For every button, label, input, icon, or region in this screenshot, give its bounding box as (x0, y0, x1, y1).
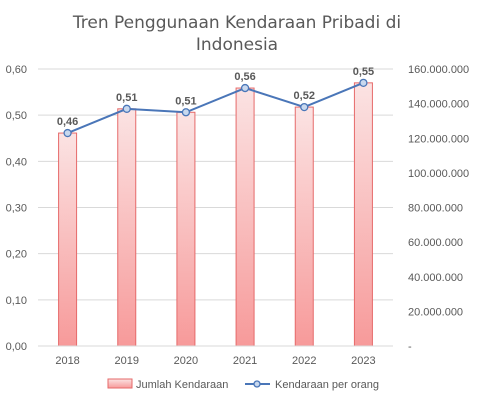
data-label-2020: 0,51 (175, 95, 196, 107)
line-marker-2020 (181, 108, 191, 117)
x-tick-label: 2023 (351, 355, 375, 367)
y-left-tick-label: 0,40 (6, 156, 27, 168)
data-label-2019: 0,51 (116, 92, 137, 104)
bar-2018 (58, 132, 78, 347)
y-right-tick-label: 160.000.000 (408, 64, 469, 76)
legend-swatch-bar (107, 378, 133, 389)
chart-title-line-2: Indonesia (196, 35, 278, 55)
x-tick-label: 2019 (115, 355, 139, 367)
x-tick-label: 2021 (233, 355, 257, 367)
x-tick-label: 2018 (55, 355, 79, 367)
data-label-2021: 0,56 (234, 71, 255, 83)
y-left-tick-label: 0,30 (6, 203, 27, 215)
line-marker-2023 (359, 78, 368, 87)
x-tick-label: 2020 (174, 355, 198, 367)
data-label-2018: 0,46 (57, 116, 78, 128)
x-tick-label: 2022 (292, 355, 316, 367)
gridlines (38, 68, 393, 347)
series-line (67, 81, 364, 134)
y-right-tick-label: - (408, 341, 412, 353)
line-marker-2022 (300, 102, 309, 112)
bar-2020 (176, 111, 196, 347)
y-axis-right: - 20.000.000 40.000.000 60.000.000 80.000.00… (408, 64, 469, 353)
y-right-tick-label: 120.000.000 (408, 133, 469, 145)
y-left-tick-label: 0,60 (6, 64, 27, 76)
bar-2021 (235, 87, 255, 347)
y-left-tick-label: 0,00 (6, 341, 27, 353)
line-marker-2018 (63, 128, 72, 138)
bar-2023 (353, 82, 373, 347)
y-left-tick-label: 0,50 (6, 110, 27, 122)
line-series (63, 78, 368, 138)
legend-swatch-marker (253, 380, 261, 388)
y-left-tick-label: 0,10 (6, 295, 27, 307)
data-labels: 0,46 0,51 0,51 0,56 0,52 0,55 (57, 66, 374, 128)
y-left-tick-label: 0,20 (6, 249, 27, 261)
chart-title-line-1: Tren Penggunaan Kendaraan Pribadi di (72, 13, 401, 33)
y-right-tick-label: 100.000.000 (408, 168, 469, 180)
y-right-tick-label: 40.000.000 (408, 272, 463, 284)
y-right-tick-label: 60.000.000 (408, 237, 463, 249)
bar-2022 (294, 106, 314, 347)
y-axis-left: 0,00 0,10 0,20 0,30 0,40 0,50 0,60 (6, 64, 27, 353)
y-right-tick-label: 140.000.000 (408, 99, 469, 111)
x-axis: 2018 2019 2020 2021 2022 2023 (38, 345, 393, 367)
data-label-2022: 0,52 (294, 90, 315, 102)
bar-2019 (117, 108, 137, 347)
legend-label-bar: Jumlah Kendaraan (136, 379, 228, 391)
legend-label-line: Kendaraan per orang (275, 379, 379, 391)
y-right-tick-label: 20.000.000 (408, 306, 463, 318)
line-marker-2019 (122, 104, 131, 113)
line-marker-2021 (240, 83, 250, 93)
legend: Jumlah Kendaraan Kendaraan per orang (107, 378, 379, 391)
bar-series (58, 82, 373, 347)
data-label-2023: 0,55 (353, 66, 374, 78)
y-right-tick-label: 80.000.000 (408, 203, 463, 215)
